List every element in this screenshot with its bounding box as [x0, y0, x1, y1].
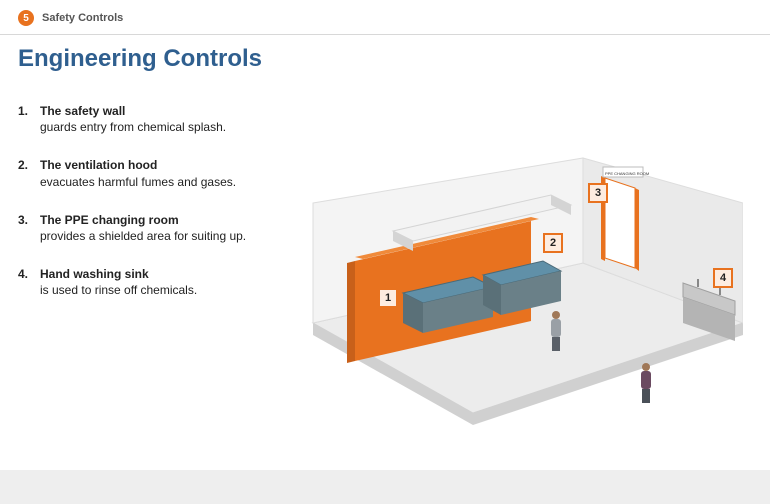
controls-list: 1. The safety wall guards entry from che…: [18, 103, 273, 321]
list-item: 2. The ventilation hood evacuates harmfu…: [18, 157, 273, 189]
page-title: Engineering Controls: [0, 35, 770, 73]
item-title: The ventilation hood: [40, 158, 157, 172]
person-figure: [551, 311, 561, 351]
person-figure: [641, 363, 651, 403]
diagram-marker-4: 4: [713, 268, 733, 288]
footer-band: [0, 470, 770, 504]
item-title: Hand washing sink: [40, 267, 149, 281]
list-item: 1. The safety wall guards entry from che…: [18, 103, 273, 135]
list-item: 3. The PPE changing room provides a shie…: [18, 212, 273, 244]
item-desc: guards entry from chemical splash.: [40, 120, 226, 134]
item-title: The safety wall: [40, 104, 125, 118]
list-item: 4. Hand washing sink is used to rinse of…: [18, 266, 273, 298]
item-desc: evacuates harmful fumes and gases.: [40, 175, 236, 189]
section-label: Safety Controls: [42, 12, 123, 24]
diagram-marker-1: 1: [378, 288, 398, 308]
item-desc: provides a shielded area for suiting up.: [40, 229, 246, 243]
item-number: 4.: [18, 266, 40, 298]
item-number: 1.: [18, 103, 40, 135]
item-desc: is used to rinse off chemicals.: [40, 283, 197, 297]
svg-text:PPE CHANGING ROOM: PPE CHANGING ROOM: [605, 171, 649, 176]
diagram-marker-3: 3: [588, 183, 608, 203]
item-number: 3.: [18, 212, 40, 244]
item-number: 2.: [18, 157, 40, 189]
diagram-marker-2: 2: [543, 233, 563, 253]
step-badge: 5: [18, 10, 34, 26]
room-diagram: PPE CHANGING ROOM 1 2 3 4: [283, 133, 743, 443]
item-title: The PPE changing room: [40, 213, 179, 227]
